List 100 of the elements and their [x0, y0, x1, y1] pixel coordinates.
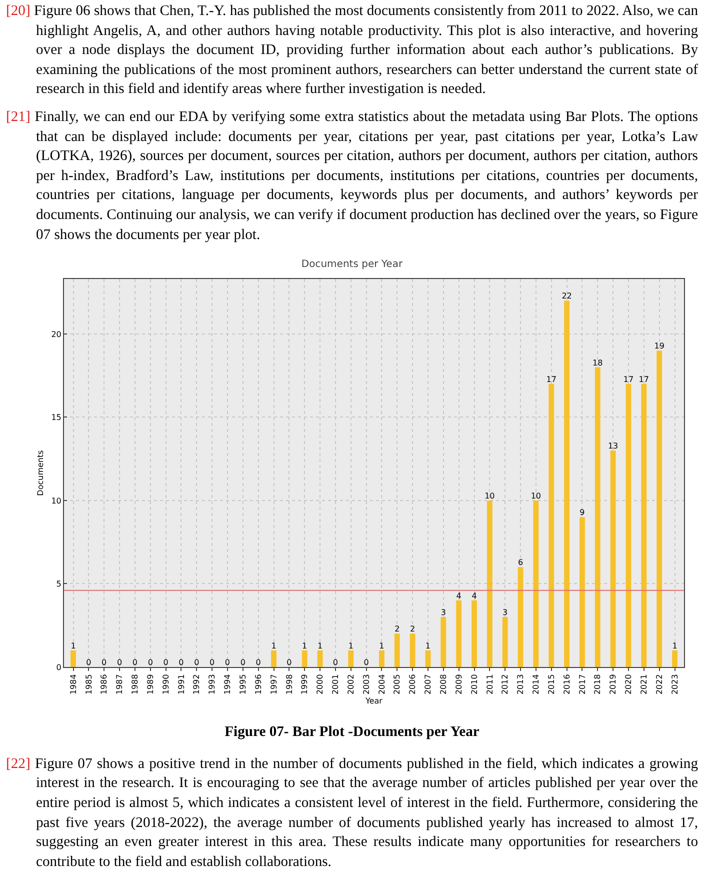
data-label: 17: [623, 375, 634, 384]
y-tick-label: 5: [56, 580, 62, 589]
y-tick-label: 15: [51, 413, 62, 422]
bar: [548, 384, 554, 668]
data-label: 1: [70, 641, 76, 650]
bar: [594, 367, 600, 668]
bar: [394, 634, 400, 668]
x-tick-label: 1997: [269, 674, 278, 695]
x-tick-label: 2010: [470, 674, 479, 695]
bar: [348, 650, 354, 668]
chart-title: Documents per Year: [301, 259, 404, 270]
x-tick-label: 2017: [578, 674, 587, 695]
data-label: 13: [608, 442, 618, 451]
x-tick-label: 1996: [254, 674, 263, 695]
y-tick-label: 0: [56, 662, 62, 672]
data-label: 0: [102, 658, 107, 668]
x-tick-label: 2005: [392, 674, 402, 695]
bar: [440, 617, 446, 668]
bar: [656, 350, 662, 668]
data-label: 4: [456, 592, 462, 601]
data-label: 0: [210, 658, 215, 668]
x-tick-label: 2008: [439, 674, 448, 695]
x-tick-label: 1999: [300, 674, 310, 695]
x-tick-label: 1995: [238, 674, 248, 695]
x-tick-label: 1988: [130, 674, 140, 695]
data-label: 1: [317, 641, 323, 650]
data-label: 19: [654, 342, 664, 351]
bar: [518, 567, 524, 668]
x-tick-label: 2015: [546, 674, 556, 695]
x-tick-label: 2011: [485, 674, 494, 695]
data-label: 1: [425, 641, 431, 650]
data-label: 0: [132, 658, 138, 668]
data-label: 3: [502, 608, 508, 618]
bar: [580, 517, 585, 668]
caption: Figure 07- Bar Plot -Documents per Year: [224, 723, 480, 742]
bar: [502, 617, 508, 668]
data-label: 0: [364, 658, 369, 668]
text: [22] Figure 07 shows a positive trend in the number of documents published in the field, which indicates a growing interest in the research. It is encouraging to see that the average number of articles published per year over the entire period is almost 5, which indicates a consistent level of interest in the field. Furthermore, considering the past five years (2018-2022), the average number of documents published yearly has increased to almost 17, suggesting an even greater interest in this area. These results indicate many opportunities for researchers to contribute to the field and establish collaborations.: [6, 754, 698, 872]
bar: [70, 650, 76, 668]
data-label: 10: [484, 492, 495, 501]
data-label: 1: [271, 641, 276, 650]
text: [20] Figure 06 shows that Chen, T.-Y. has published the most documents consistently from 2011 to 2022. Also, we can highlight Angelis, A, and other authors having notable productivity. This plot is also interactive, and hovering over a node displays the document ID, providing further information about each author’s publications. By examining the publications of the most prominent authors, researchers can better understand the current state of research in this field and identify areas where further investigation is needed.: [6, 2, 698, 100]
data-label: 0: [148, 658, 153, 668]
bar: [533, 500, 539, 668]
data-label: 4: [472, 592, 477, 601]
x-tick-label: 2014: [532, 674, 541, 695]
data-label: 0: [240, 658, 246, 668]
bar: [672, 650, 678, 668]
text: [21] Finally, we can end our EDA by verifying some extra statistics about the metadata using Bar Plots. The options that can be displayed include: documents per year, citations per year, past citations per year, Lotka’s Law (LOTKA, 1926), sources per document, sources per citation, authors per document, authors per citation, authors per h-index, Bradford’s Law, institutions per documents, institutions per citations, countries per documents, countries per citations, language per documents, keywords plus per documents, and authors’ keywords per documents. Continuing our analysis, we can verify if document production has declined over the years, so Figure 07 shows the documents per year plot.: [6, 108, 698, 245]
data-label: 3: [440, 608, 446, 618]
x-tick-label: 2013: [516, 674, 526, 695]
bar: [486, 500, 492, 668]
data-label: 0: [86, 658, 92, 668]
bar: [610, 450, 616, 668]
x-tick-label: 1987: [115, 674, 124, 695]
x-tick-label: 1993: [208, 674, 217, 695]
data-label: 6: [518, 558, 524, 568]
data-label: 0: [332, 658, 338, 668]
data-label: 0: [163, 658, 168, 668]
x-tick-label: 2023: [670, 674, 680, 695]
bar: [564, 300, 570, 668]
data-label: 9: [580, 508, 585, 518]
data-label: 0: [178, 658, 184, 668]
x-tick-label: 2016: [562, 674, 572, 695]
data-label: 1: [672, 641, 678, 650]
y-tick-label: 10: [51, 496, 62, 506]
x-tick-label: 1994: [223, 674, 232, 695]
bar: [456, 600, 462, 668]
x-tick-label: 2019: [608, 674, 618, 695]
bar: [410, 634, 416, 668]
bar: [317, 650, 323, 668]
bar: [472, 600, 477, 668]
x-tick-label: 2018: [593, 674, 602, 695]
data-label: 0: [256, 658, 261, 668]
data-label: 0: [224, 658, 230, 668]
data-label: 0: [194, 658, 200, 668]
data-label: 10: [530, 492, 542, 501]
bar: [641, 384, 647, 668]
x-tick-label: 1986: [100, 674, 109, 695]
data-label: 17: [546, 375, 556, 384]
bar: [302, 650, 308, 668]
x-tick-label: 1992: [192, 674, 202, 695]
x-tick-label: 2004: [377, 674, 386, 695]
x-tick-label: 1985: [84, 674, 94, 695]
bar: [425, 650, 431, 668]
x-tick-label: 2006: [408, 674, 418, 695]
x-tick-label: 1989: [146, 674, 155, 695]
x-tick-label: 2020: [624, 674, 634, 695]
data-label: 1: [302, 641, 308, 650]
data-label: 0: [286, 658, 292, 668]
x-tick-label: 2002: [346, 674, 356, 695]
x-tick-label: 2021: [640, 674, 648, 695]
data-label: 17: [638, 375, 649, 384]
x-tick-label: 2001: [331, 674, 340, 695]
data-label: 1: [348, 641, 354, 650]
data-label: 22: [562, 292, 572, 301]
y-axis-title: Documents: [36, 450, 45, 496]
x-tick-label: 2000: [316, 674, 325, 695]
data-label: 0: [116, 658, 122, 668]
x-tick-label: 2009: [454, 674, 464, 695]
